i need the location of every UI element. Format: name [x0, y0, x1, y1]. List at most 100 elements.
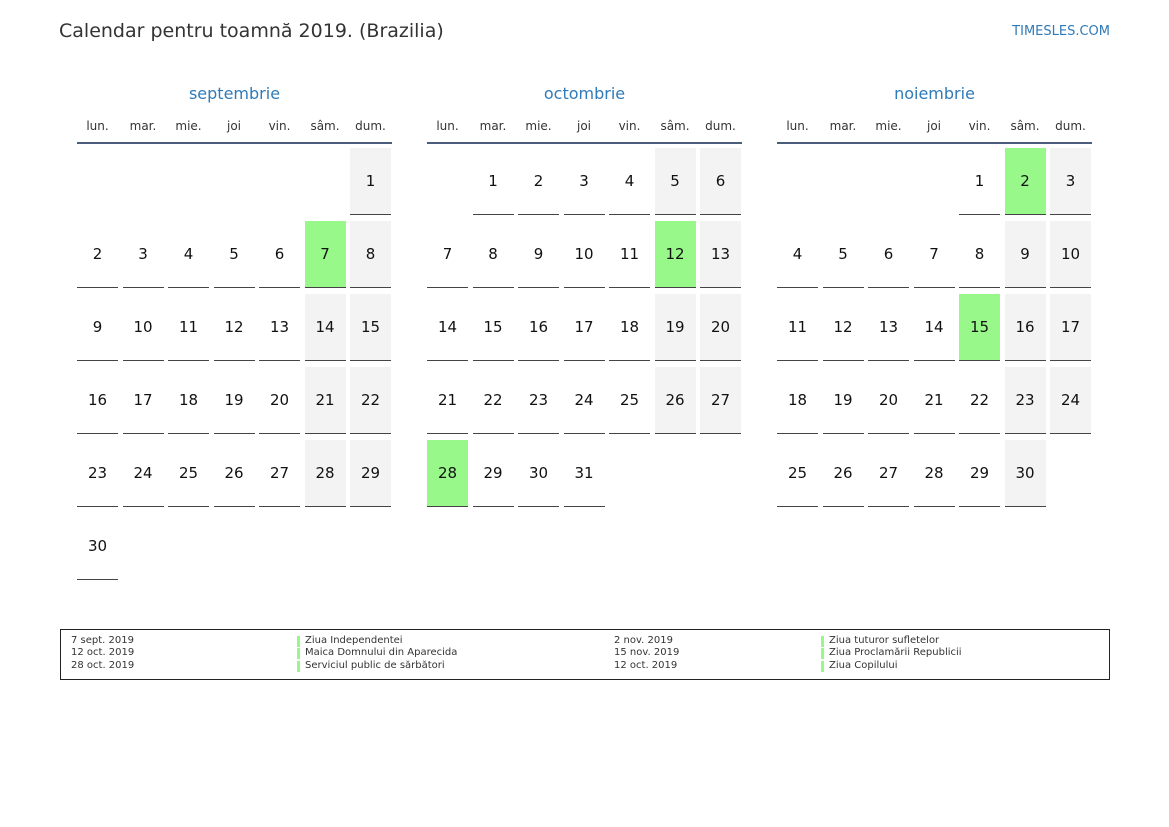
legend-marker	[821, 636, 824, 647]
day-cell: 1	[959, 148, 1000, 215]
day-cell: 26	[213, 440, 255, 507]
day-cell: 26	[822, 440, 864, 507]
weekday-label: sâm.	[1010, 119, 1040, 133]
day-cell: 19	[654, 294, 696, 361]
day-cell: 6	[700, 148, 741, 215]
weekday-label: sâm.	[310, 119, 340, 133]
weekday-label: vin.	[268, 119, 291, 133]
day-cell: 18	[168, 367, 209, 434]
day-cell: 18	[777, 367, 818, 434]
day-cell: 8	[959, 221, 1000, 288]
day-cell: 5	[213, 221, 255, 288]
month-rule	[777, 142, 1092, 144]
day-cell: 6	[868, 221, 909, 288]
weekday-label: mar.	[829, 119, 857, 133]
day-cell: 11	[777, 294, 818, 361]
day-cell: 4	[168, 221, 209, 288]
day-cell: 20	[700, 294, 741, 361]
day-cell: 23	[1004, 367, 1046, 434]
day-cell: 17	[1050, 294, 1091, 361]
day-cell: 21	[427, 367, 468, 434]
day-cell: 19	[213, 367, 255, 434]
day-cell: 9	[518, 221, 559, 288]
day-cell: 7	[913, 221, 955, 288]
page-title: Calendar pentru toamnă 2019. (Brazilia)	[59, 20, 444, 42]
month-rule	[77, 142, 392, 144]
day-cell: 10	[122, 294, 164, 361]
day-cell: 2	[518, 148, 559, 215]
day-cell: 16	[77, 367, 118, 434]
legend-date: 28 oct. 2019	[71, 659, 135, 671]
weekday-label: lun.	[86, 119, 109, 133]
legend-marker	[821, 660, 824, 672]
holiday-legend	[60, 629, 1110, 680]
day-cell: 20	[868, 367, 909, 434]
day-cell: 30	[77, 513, 118, 580]
day-cell: 24	[563, 367, 605, 434]
day-cell: 24	[1050, 367, 1091, 434]
legend-name: Ziua Proclamării Republicii	[829, 647, 962, 659]
day-cell: 28	[427, 440, 468, 507]
day-cell: 14	[304, 294, 346, 361]
day-cell: 2	[77, 221, 118, 288]
weekday-label: dum.	[705, 119, 736, 133]
day-cell: 27	[868, 440, 909, 507]
day-cell: 11	[609, 221, 650, 288]
legend-date: 15 nov. 2019	[614, 647, 680, 659]
day-cell: 16	[1004, 294, 1046, 361]
legend-name: Ziua tuturor sufletelor	[829, 635, 940, 646]
legend-name: Serviciul public de sărbători	[305, 659, 445, 671]
day-cell: 25	[609, 367, 650, 434]
day-cell: 9	[77, 294, 118, 361]
weekday-label: mar.	[129, 119, 157, 133]
site-link[interactable]: TIMESLES.COM	[1012, 24, 1110, 39]
weekday-label: mie.	[175, 119, 202, 133]
weekday-label: sâm.	[660, 119, 690, 133]
day-cell: 29	[472, 440, 514, 507]
day-cell: 15	[350, 294, 391, 361]
day-cell: 7	[304, 221, 346, 288]
weekday-label: dum.	[1055, 119, 1086, 133]
day-cell: 25	[168, 440, 209, 507]
day-cell: 2	[1004, 148, 1046, 215]
weekday-label: joi	[926, 119, 941, 133]
month-name: octombrie	[543, 84, 626, 103]
day-cell: 16	[518, 294, 559, 361]
day-cell: 23	[77, 440, 118, 507]
legend-marker	[821, 648, 824, 660]
day-cell: 3	[563, 148, 605, 215]
day-cell: 19	[822, 367, 864, 434]
day-cell: 28	[913, 440, 955, 507]
day-cell: 8	[350, 221, 391, 288]
month-rule	[427, 142, 742, 144]
day-cell: 29	[350, 440, 391, 507]
day-cell: 21	[913, 367, 955, 434]
day-cell: 10	[563, 221, 605, 288]
day-cell: 3	[122, 221, 164, 288]
day-cell: 24	[122, 440, 164, 507]
month-name: septembrie	[188, 84, 281, 103]
day-cell: 22	[472, 367, 514, 434]
weekday-label: vin.	[618, 119, 641, 133]
day-cell: 12	[213, 294, 255, 361]
day-cell: 20	[259, 367, 300, 434]
day-cell: 25	[777, 440, 818, 507]
day-cell: 9	[1004, 221, 1046, 288]
legend-marker	[297, 660, 300, 672]
day-cell: 6	[259, 221, 300, 288]
day-cell: 30	[518, 440, 559, 507]
day-cell: 29	[959, 440, 1000, 507]
day-cell: 1	[472, 148, 514, 215]
weekday-label: mar.	[479, 119, 507, 133]
weekday-label: dum.	[355, 119, 386, 133]
day-cell: 5	[654, 148, 696, 215]
day-cell: 4	[609, 148, 650, 215]
day-cell: 11	[168, 294, 209, 361]
day-cell: 10	[1050, 221, 1091, 288]
day-cell: 27	[700, 367, 741, 434]
legend-marker	[297, 648, 300, 660]
weekday-label: lun.	[436, 119, 459, 133]
legend-name: Ziua Copilului	[829, 659, 898, 671]
day-cell: 12	[654, 221, 696, 288]
